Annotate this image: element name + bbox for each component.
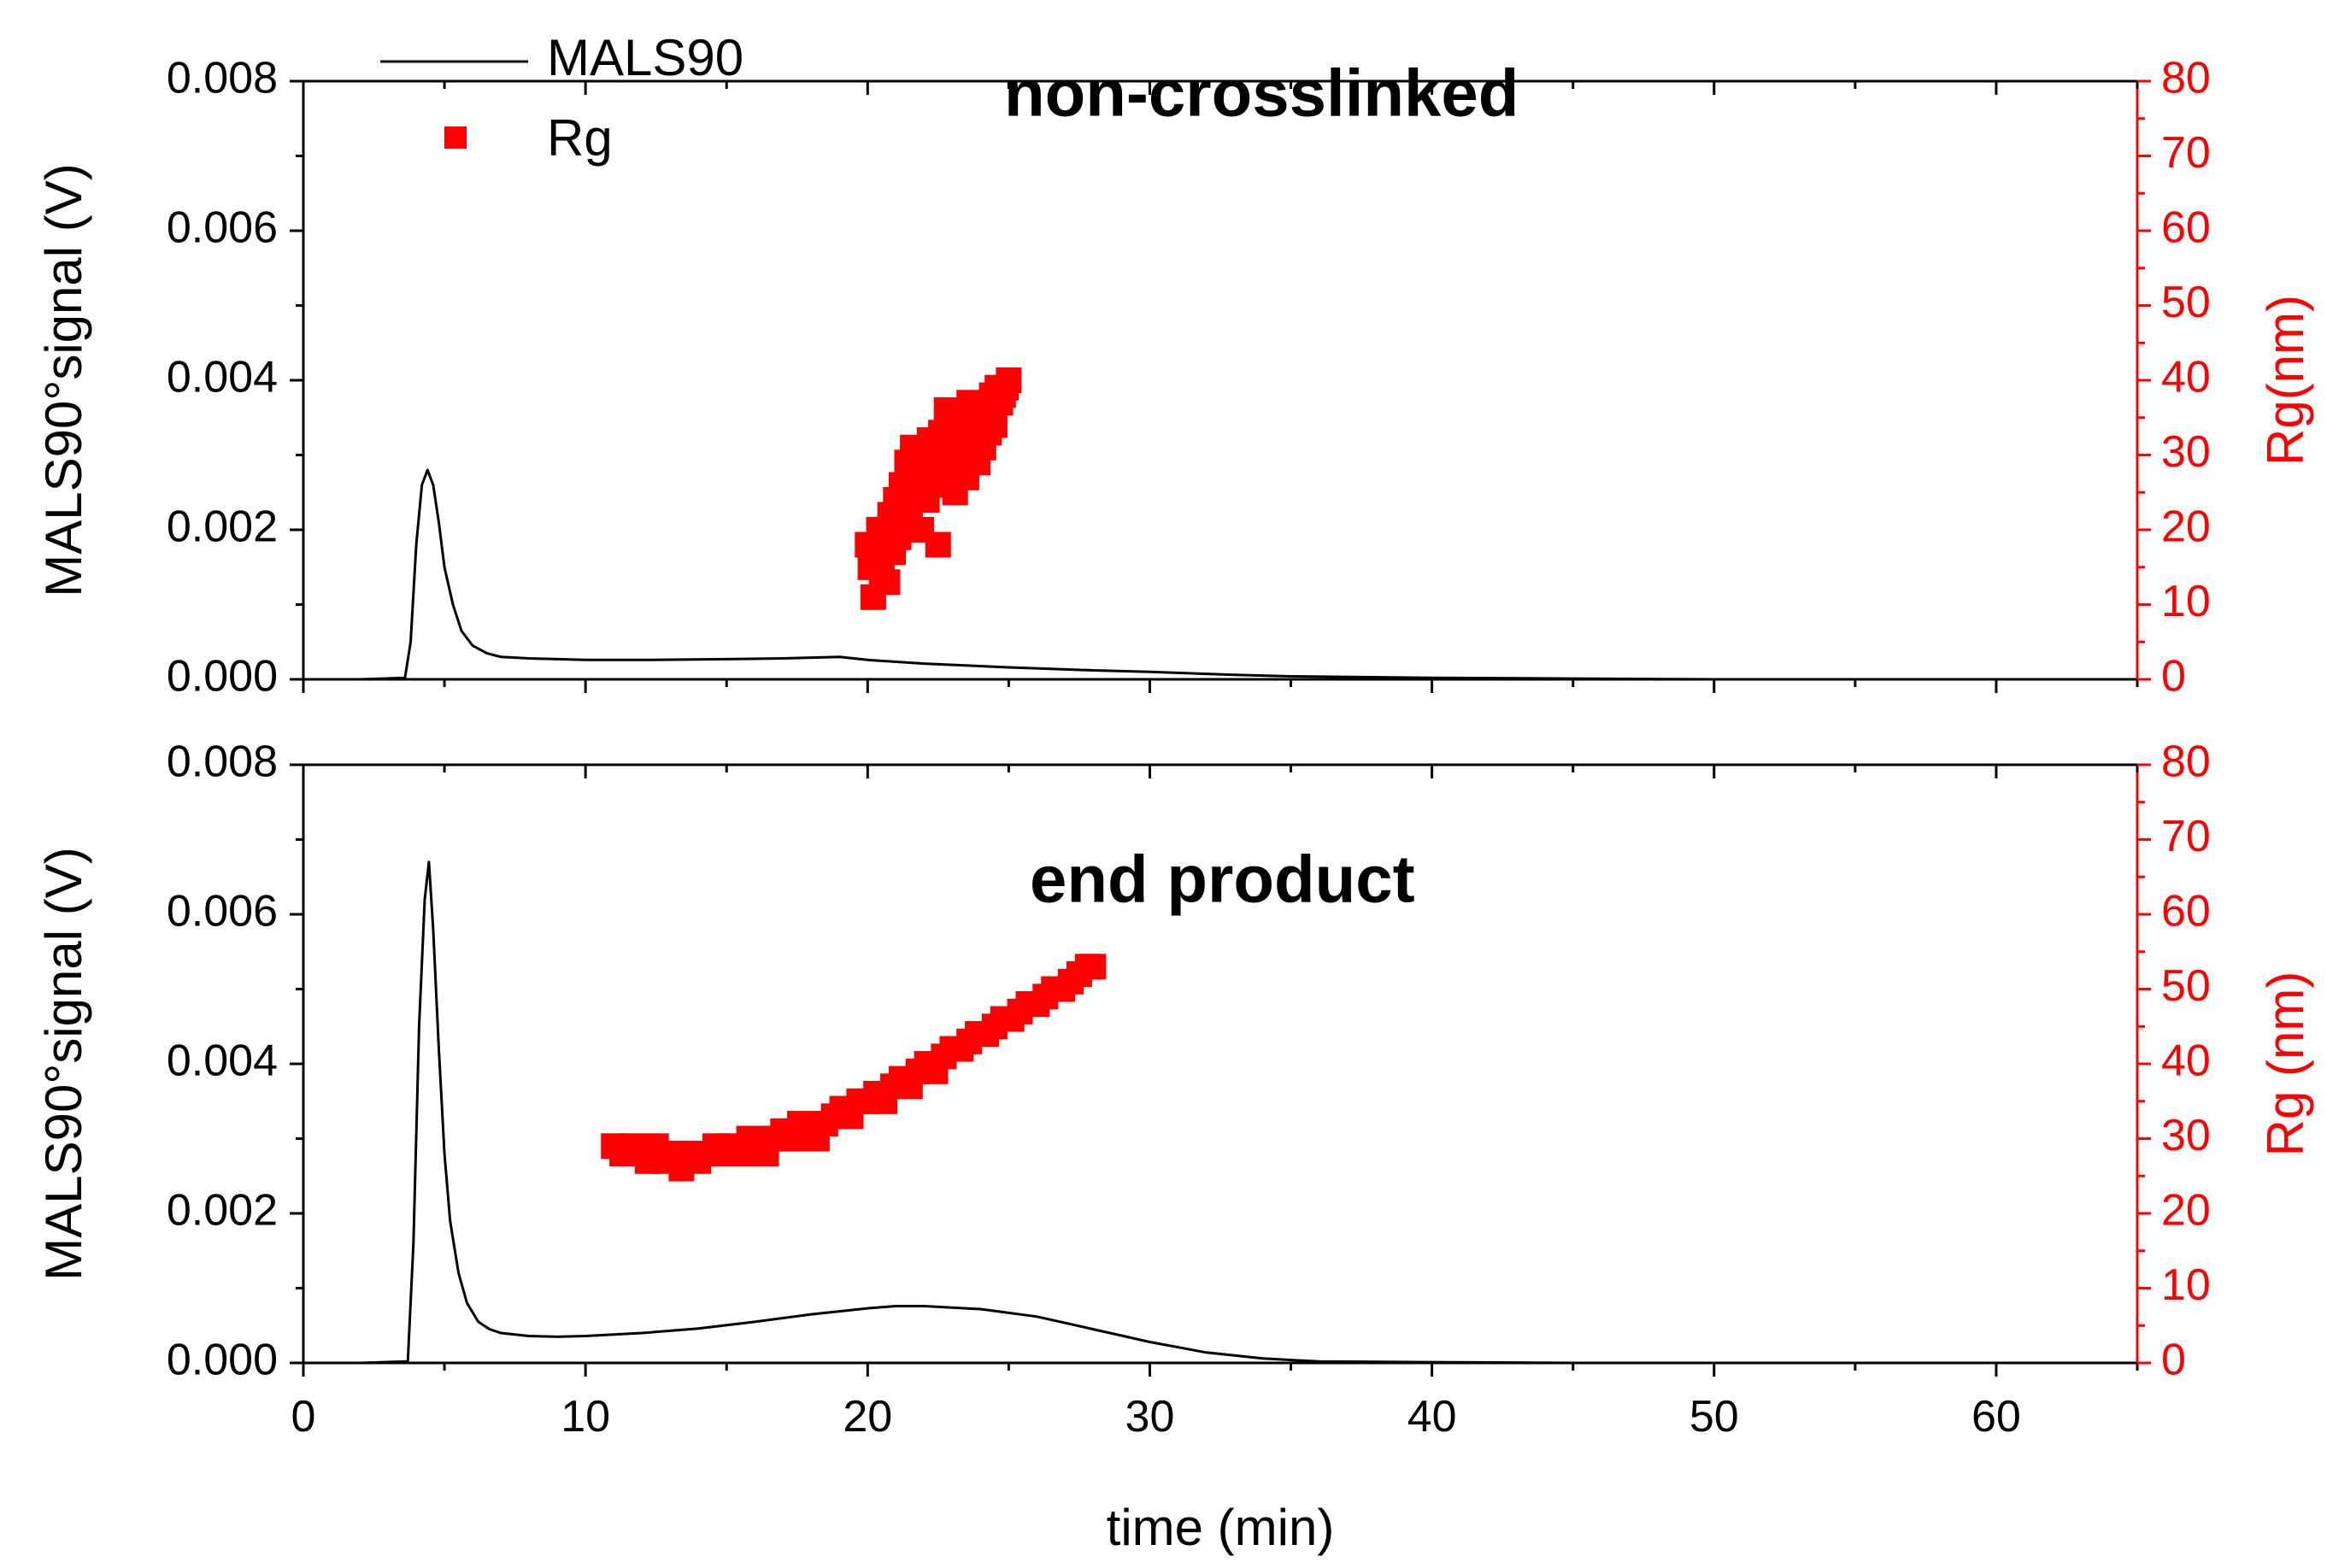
y2-tick-label: 70	[2161, 128, 2211, 178]
y-tick-label: 0.008	[167, 737, 278, 787]
y2-tick-label: 50	[2161, 278, 2211, 327]
x-tick-label: 50	[1689, 1392, 1739, 1442]
y2-tick-label: 0	[2161, 652, 2186, 702]
legend-square-swatch	[444, 126, 467, 149]
rg-point	[996, 367, 1022, 393]
y-axis-title: MALS90°signal (V)	[35, 163, 92, 597]
rg-point	[874, 569, 901, 596]
y-tick-label: 0.000	[167, 652, 278, 702]
y-tick-label: 0.002	[167, 502, 278, 552]
rg-point	[925, 531, 951, 558]
y2-tick-label: 70	[2161, 812, 2211, 861]
mals90-signal-line	[303, 468, 2137, 681]
y2-tick-label: 10	[2161, 577, 2211, 626]
x-tick-label: 0	[291, 1392, 316, 1442]
panel-marks	[303, 860, 2137, 1365]
panel-non-crosslinked: 0.000 0.002 0.004 0.006 0.008 0 10 20 30 40 50 60 70…	[35, 54, 2314, 702]
rg-point	[981, 412, 1008, 438]
y2-tick-label: 80	[2161, 737, 2211, 787]
mals90-signal-line	[303, 860, 2137, 1365]
legend: MALS90 Rg	[380, 29, 743, 167]
y2-tick-label: 60	[2161, 203, 2211, 253]
legend-label-mals90: MALS90	[547, 29, 743, 86]
x-axis-title: time (min)	[1107, 1499, 1335, 1556]
legend-label-rg: Rg	[547, 109, 613, 167]
y2-axis-title: Rg(nm)	[2257, 295, 2314, 466]
y-tick-label: 0.008	[167, 54, 278, 103]
y2-tick-label: 0	[2161, 1336, 2186, 1385]
panel-axes: 0.000 0.002 0.004 0.006 0.008 0 10 20 30 40 50 60 70…	[167, 54, 2211, 702]
y2-tick-label: 40	[2161, 1037, 2211, 1086]
y2-axis-title: Rg (nm)	[2257, 972, 2314, 1157]
x-tick-label: 10	[561, 1392, 610, 1442]
x-tick-label: 20	[843, 1392, 892, 1442]
y-axis-title: MALS90°signal (V)	[35, 847, 92, 1281]
y-tick-label: 0.000	[167, 1336, 278, 1385]
y2-tick-label: 10	[2161, 1260, 2211, 1310]
x-tick-label: 40	[1407, 1392, 1457, 1442]
y-tick-label: 0.006	[167, 203, 278, 253]
y-tick-label: 0.004	[167, 1037, 278, 1086]
y2-tick-label: 60	[2161, 887, 2211, 937]
y2-tick-label: 40	[2161, 353, 2211, 402]
panel-title: end product	[1030, 842, 1415, 917]
x-tick-label: 60	[1971, 1392, 2021, 1442]
x-tick-label: 30	[1125, 1392, 1175, 1442]
y-tick-label: 0.006	[167, 887, 278, 937]
panel-end-product: 0 10 20 30 40 50 60 0.000 0.002 0.004 0.006 0.008 0 1…	[35, 737, 2314, 1442]
y-tick-label: 0.004	[167, 353, 278, 402]
panel-marks	[303, 367, 2137, 681]
y2-tick-label: 30	[2161, 427, 2211, 477]
y2-tick-label: 50	[2161, 961, 2211, 1011]
y2-tick-label: 80	[2161, 54, 2211, 103]
panel-axes: 0 10 20 30 40 50 60 0.000 0.002 0.004 0.006 0.008 0 1…	[167, 737, 2211, 1442]
y2-tick-label: 20	[2161, 502, 2211, 552]
y2-tick-label: 30	[2161, 1111, 2211, 1160]
y2-tick-label: 20	[2161, 1186, 2211, 1236]
rg-point	[1080, 954, 1107, 980]
y-tick-label: 0.002	[167, 1186, 278, 1236]
panel-title: non-crosslinked	[1004, 56, 1519, 131]
